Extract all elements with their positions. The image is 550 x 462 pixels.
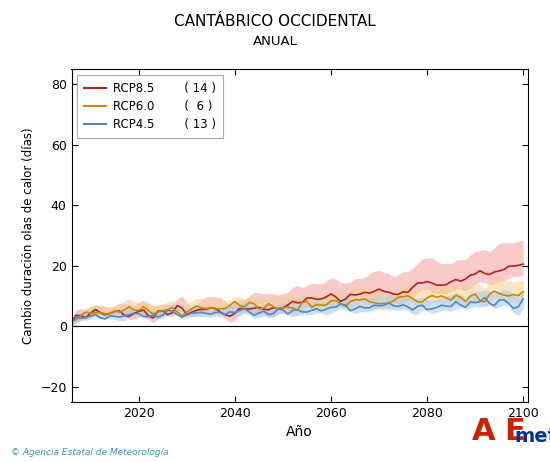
Legend: RCP8.5        ( 14 ), RCP6.0        (  6 ), RCP4.5        ( 13 ): RCP8.5 ( 14 ), RCP6.0 ( 6 ), RCP4.5 ( 13… [78,75,223,138]
Y-axis label: Cambio duración olas de calor (días): Cambio duración olas de calor (días) [21,128,35,344]
Text: met: met [515,427,550,446]
Text: A: A [472,417,496,446]
Text: ANUAL: ANUAL [252,35,298,48]
Text: E: E [504,417,525,446]
Text: © Agencia Estatal de Meteorología: © Agencia Estatal de Meteorología [11,449,169,457]
X-axis label: Año: Año [287,426,313,439]
Text: CANTÁBRICO OCCIDENTAL: CANTÁBRICO OCCIDENTAL [174,14,376,29]
